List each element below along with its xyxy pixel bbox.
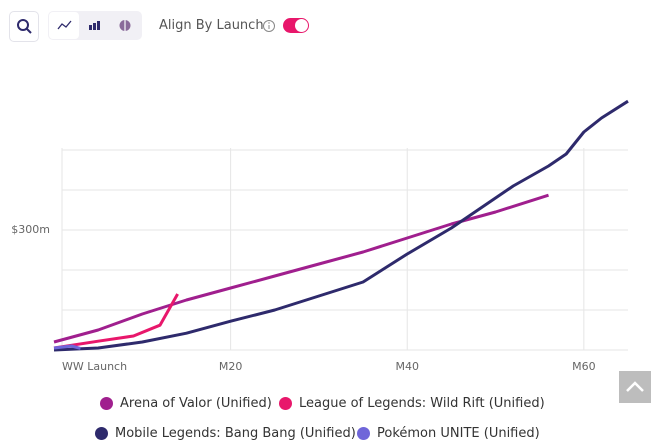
legend-item[interactable]: Mobile Legends: Bang Bang (Unified): [95, 426, 356, 441]
zoom-icon: [17, 19, 32, 34]
align-label: Align By Launch: [159, 18, 264, 33]
legend-label: Arena of Valor (Unified): [120, 396, 272, 411]
line-icon: [57, 20, 72, 30]
series-line: [53, 344, 81, 350]
x-tick-label: M20: [219, 360, 243, 373]
arrow-icon: [626, 381, 644, 392]
x-tick-label: M40: [395, 360, 419, 373]
legend-label: League of Legends: Wild Rift (Unified): [299, 396, 545, 411]
chart: $300m WW Launch M20 M40 M60: [11, 99, 629, 373]
x-tick-label: M60: [572, 360, 596, 373]
pie-chart-button[interactable]: [110, 12, 140, 39]
info-icon[interactable]: [262, 19, 276, 33]
legend-swatch: [95, 427, 108, 440]
x-tick-label: WW Launch: [62, 360, 127, 373]
legend-item[interactable]: Arena of Valor (Unified): [100, 396, 272, 411]
zoom-button[interactable]: [9, 11, 39, 42]
series-line: [53, 99, 629, 352]
legend-item[interactable]: Pokémon UNITE (Unified): [357, 426, 540, 441]
series-line: [53, 193, 549, 344]
legend-swatch: [357, 427, 370, 440]
legend-label: Pokémon UNITE (Unified): [377, 426, 540, 441]
y-tick-label: $300m: [11, 223, 50, 236]
align-toggle[interactable]: [283, 18, 309, 33]
series-line: [53, 293, 179, 350]
legend-swatch: [279, 397, 292, 410]
legend-label: Mobile Legends: Bang Bang (Unified): [115, 426, 356, 441]
bar-chart-button[interactable]: [80, 12, 110, 39]
toggle-knob: [295, 19, 308, 32]
legend-swatch: [100, 397, 113, 410]
scroll-top-button[interactable]: [619, 371, 651, 403]
line-chart-button[interactable]: [49, 12, 79, 39]
chart-type-toggle: [48, 11, 142, 40]
legend-item[interactable]: League of Legends: Wild Rift (Unified): [279, 396, 545, 411]
